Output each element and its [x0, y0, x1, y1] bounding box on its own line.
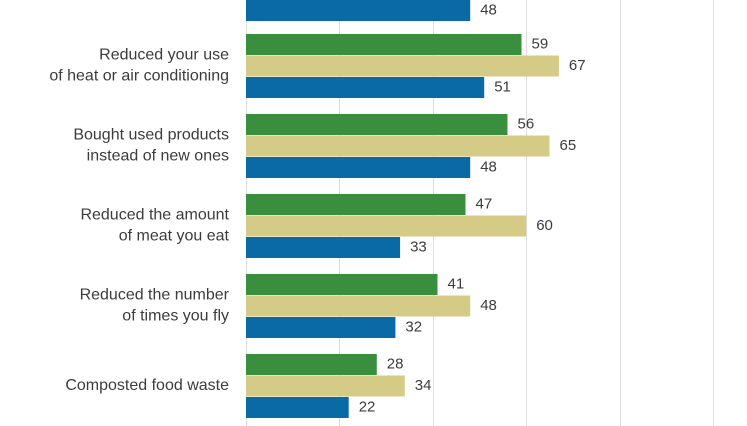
value-label-cat3-series1: 60: [536, 217, 553, 234]
bar-cat5-series0: [246, 354, 377, 375]
category-label-3-line1: of meat you eat: [119, 228, 230, 245]
value-label-cat2-series2: 48: [480, 158, 497, 175]
bar-cat1-series1: [246, 55, 559, 77]
category-label-3-line0: Reduced the amount: [80, 207, 229, 224]
bar-cat1-series2: [246, 77, 485, 98]
category-label-2-line0: Bought used products: [73, 127, 229, 144]
value-label-cat2-series0: 56: [518, 115, 535, 132]
value-label-cat1-series1: 67: [569, 57, 586, 74]
category-label-1-line0: Reduced your use: [99, 47, 229, 64]
category-label-1-line1: of heat or air conditioning: [49, 68, 229, 85]
value-label-cat3-series2: 33: [410, 238, 427, 255]
bar-cat2-series2: [246, 157, 471, 178]
bar-cat5-series2: [246, 397, 349, 418]
value-label-cat4-series2: 32: [405, 318, 422, 335]
value-label-cat4-series1: 48: [480, 297, 497, 314]
bar-cat4-series2: [246, 317, 396, 338]
value-label-cat5-series1: 34: [415, 377, 432, 394]
bar-cat5-series1: [246, 375, 405, 397]
bar-cat1-series0: [246, 34, 522, 55]
value-label-cat1-series0: 59: [532, 35, 549, 52]
bar-cat2-series1: [246, 135, 550, 157]
bar-cat0-series2: [246, 0, 471, 21]
value-label-cat5-series2: 22: [359, 398, 376, 415]
category-label-5-line0: Composted food waste: [65, 377, 229, 394]
value-label-cat4-series0: 41: [448, 275, 465, 292]
bar-cat3-series2: [246, 237, 401, 258]
value-label-cat2-series1: 65: [560, 137, 577, 154]
category-label-2-line1: instead of new ones: [87, 148, 229, 165]
category-label-4-line0: Reduced the number: [80, 287, 230, 304]
bars: [246, 0, 559, 418]
bar-cat4-series0: [246, 274, 438, 295]
bar-cat2-series0: [246, 114, 508, 135]
bar-cat3-series1: [246, 215, 527, 237]
bar-cat3-series0: [246, 194, 466, 215]
value-label-cat0-series2: 48: [480, 1, 497, 18]
value-label-cat5-series0: 28: [387, 355, 404, 372]
category-label-4-line1: of times you fly: [122, 308, 229, 325]
value-label-cat1-series2: 51: [494, 78, 511, 95]
value-label-cat3-series0: 47: [476, 195, 493, 212]
bar-cat4-series1: [246, 295, 471, 317]
